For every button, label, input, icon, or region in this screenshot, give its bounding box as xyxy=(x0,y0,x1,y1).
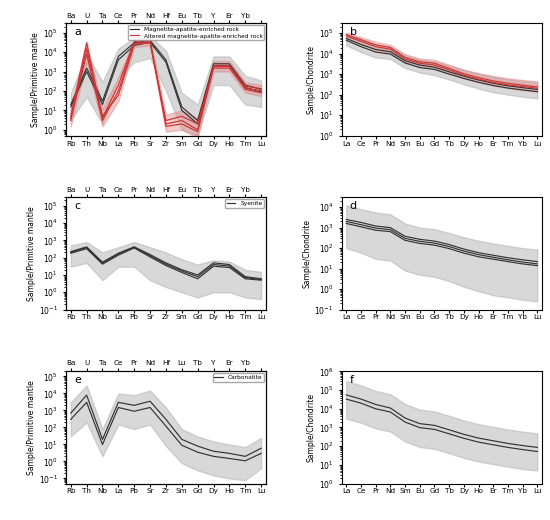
Y-axis label: Sample/Primitive mantle: Sample/Primitive mantle xyxy=(27,206,36,301)
Y-axis label: Sample/Chondrite: Sample/Chondrite xyxy=(307,393,316,462)
Text: b: b xyxy=(350,27,357,37)
Text: e: e xyxy=(74,375,81,385)
Y-axis label: Sample/Primitive mantle: Sample/Primitive mantle xyxy=(27,380,36,475)
Legend: Magnetite-apatite-enriched rock, Altered magnetite-apatite-enriched rock: Magnetite-apatite-enriched rock, Altered… xyxy=(128,25,264,40)
Text: a: a xyxy=(74,27,81,37)
Text: d: d xyxy=(350,201,357,211)
Text: c: c xyxy=(74,201,80,211)
Legend: Carbonatite: Carbonatite xyxy=(213,373,264,382)
Text: f: f xyxy=(350,375,354,385)
Y-axis label: Sample/Chondrite: Sample/Chondrite xyxy=(307,45,316,114)
Legend: Syenite: Syenite xyxy=(225,199,264,207)
Y-axis label: Sample/Primitive mantle: Sample/Primitive mantle xyxy=(31,32,40,127)
Y-axis label: Sample/Chondrite: Sample/Chondrite xyxy=(302,219,312,288)
